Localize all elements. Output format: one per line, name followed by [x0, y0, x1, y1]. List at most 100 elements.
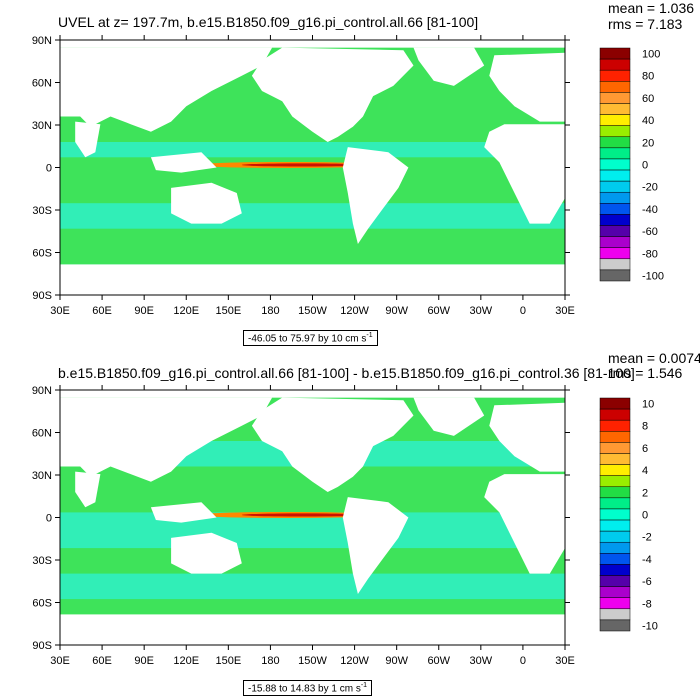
lon-tick-label: 180: [261, 655, 279, 667]
lon-tick-label: 60E: [92, 305, 112, 317]
lon-tick-label: 120E: [173, 305, 199, 317]
colorbar-swatch: [599, 497, 631, 510]
lon-tick-label: 30E: [555, 655, 575, 667]
lat-tick-label: 60N: [32, 428, 52, 440]
colorbar-swatch: [599, 553, 631, 565]
antarctica: [60, 264, 565, 295]
colorbar-swatch: [599, 508, 631, 521]
rms-value: rms = 1.546: [608, 365, 683, 381]
colorbar-swatch: [599, 431, 631, 443]
lat-tick-label: 60S: [32, 248, 52, 260]
landmass-southAmerica: [342, 147, 409, 244]
colorbar-swatch: [599, 136, 631, 149]
colorbar-swatch: [599, 519, 631, 532]
colorbar-label: -100: [642, 270, 664, 282]
lon-tick-label: 60E: [92, 655, 112, 667]
lon-tick-label: 90W: [385, 655, 408, 667]
lon-tick-label: 30E: [50, 305, 70, 317]
colorbar-label: -40: [642, 204, 658, 216]
colorbar-swatch: [599, 58, 631, 71]
lat-tick-label: 0: [46, 163, 52, 175]
colorbar-swatch: [599, 180, 631, 193]
contour-band: [60, 142, 565, 158]
lat-tick-label: 30N: [32, 470, 52, 482]
colorbar-swatch: [599, 269, 631, 282]
lat-tick-label: 30N: [32, 120, 52, 132]
lon-tick-label: 0: [520, 305, 526, 317]
lon-tick-label: 120W: [340, 655, 369, 667]
lat-tick-label: 0: [46, 513, 52, 525]
lon-tick-label: 0: [520, 655, 526, 667]
lon-tick-label: 30W: [470, 655, 493, 667]
colorbar-label: -8: [642, 598, 652, 610]
lon-tick-label: 180: [261, 305, 279, 317]
colorbar-swatch: [599, 158, 631, 171]
map-title: b.e15.B1850.f09_g16.pi_control.all.66 [8…: [58, 365, 635, 381]
lat-tick-label: 90N: [32, 35, 52, 47]
colorbar-swatch: [599, 247, 631, 260]
colorbar-label: -10: [642, 620, 658, 632]
equatorial-jet-core: [241, 513, 363, 517]
colorbar-label: 100: [642, 49, 660, 61]
landmass-africa: [484, 124, 565, 224]
colorbar-swatch: [599, 125, 631, 138]
map-title: UVEL at z= 197.7m, b.e15.B1850.f09_g16.p…: [58, 14, 479, 30]
colorbar-label: 6: [642, 443, 648, 455]
map-panel-2: 90N 60N 30N 0 30S 60S 90S 30E 60E 90E 120E 150E 180 1…: [32, 385, 658, 667]
contour-band: [60, 512, 565, 549]
colorbar-swatch: [599, 408, 631, 421]
map-panel-1: 90N 60N 30N 0 30S 60S 90S 30E 60E 90E 120E 150E 180 1…: [32, 35, 664, 317]
lon-tick-label: 120E: [173, 655, 199, 667]
colorbar-swatch: [599, 214, 631, 226]
lat-tick-label: 90S: [32, 640, 52, 652]
landmass-indonesia: [150, 152, 217, 173]
colorbar-swatch: [599, 475, 631, 488]
lon-tick-label: 60W: [427, 655, 450, 667]
colorbar-swatch: [599, 81, 631, 93]
lon-tick-label: 120W: [340, 305, 369, 317]
mean-value: mean = 1.036: [608, 0, 695, 16]
colorbar-label: -20: [642, 182, 658, 194]
landmass-europe: [489, 52, 565, 122]
contour-band: [60, 203, 565, 229]
lat-tick-label: 60S: [32, 598, 52, 610]
colorbar-label: 4: [642, 465, 648, 477]
landmass-australia: [171, 532, 242, 574]
colorbar-swatch: [599, 236, 631, 248]
landmass-europe: [489, 402, 565, 472]
contour-range-label: -15.88 to 14.83 by 1 cm s-1: [243, 680, 373, 697]
mean-value: mean = 0.007458: [608, 350, 700, 366]
lon-tick-label: 150W: [298, 305, 327, 317]
colorbar-swatch: [599, 225, 631, 237]
lon-tick-label: 150W: [298, 655, 327, 667]
colorbar-label: -80: [642, 248, 658, 260]
landmass-southAmerica: [342, 497, 409, 594]
lon-tick-label: 90E: [134, 305, 154, 317]
colorbar-label: 8: [642, 421, 648, 433]
colorbar-swatch: [599, 47, 631, 60]
lon-tick-label: 150E: [215, 305, 241, 317]
lon-tick-label: 150E: [215, 655, 241, 667]
colorbar-swatch: [599, 419, 631, 432]
colorbar-swatch: [599, 530, 631, 543]
colorbar-swatch: [599, 453, 631, 465]
landmass-northAmerica: [251, 47, 414, 142]
colorbar-label: -2: [642, 532, 652, 544]
lat-tick-label: 30S: [32, 555, 52, 567]
colorbar-label: 2: [642, 487, 648, 499]
lon-tick-label: 30E: [555, 305, 575, 317]
equatorial-jet-core: [241, 163, 363, 167]
polar-mask-north: [60, 390, 565, 398]
colorbar-label: 60: [642, 93, 654, 105]
lon-tick-label: 90E: [134, 655, 154, 667]
colorbar-swatch: [599, 564, 631, 576]
colorbar-swatch: [599, 586, 631, 598]
colorbar-label: 20: [642, 137, 654, 149]
colorbar-swatch: [599, 191, 631, 204]
lon-tick-label: 60W: [427, 305, 450, 317]
colorbar-label: -4: [642, 554, 652, 566]
contour-band: [60, 573, 565, 600]
contour-range-label: -46.05 to 75.97 by 10 cm s-1: [243, 330, 378, 347]
colorbar-swatch: [599, 486, 631, 499]
